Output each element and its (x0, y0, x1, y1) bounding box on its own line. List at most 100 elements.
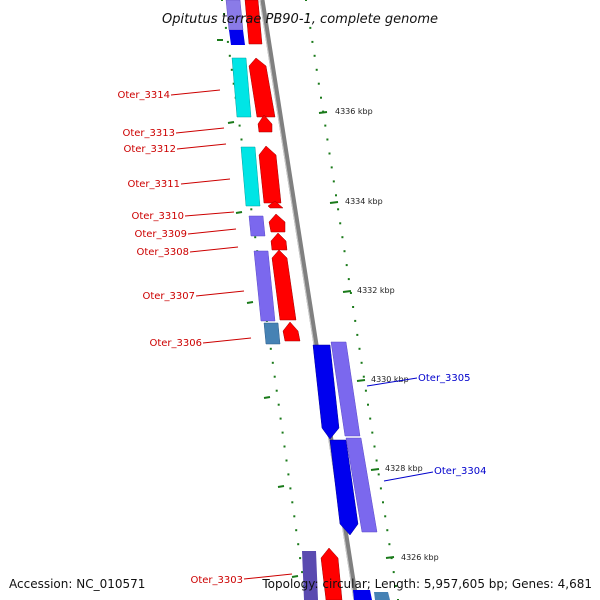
gene-label-oter-3304[interactable]: Oter_3304 (434, 466, 487, 477)
inner-track-dot (275, 389, 278, 392)
gene-label-oter-3313[interactable]: Oter_3313 (122, 128, 175, 139)
outer-track-dot (326, 138, 329, 141)
inner-track-dot (285, 459, 288, 462)
kbp-label-4332: 4332 kbp (357, 286, 395, 295)
gene-label-oter-3309[interactable]: Oter_3309 (134, 229, 187, 240)
outer-track-dot (339, 222, 342, 225)
map-title: Opitutus terrae PB90-1, complete genome (162, 12, 438, 27)
outer-track-dot (352, 306, 355, 308)
outer-track-dot (386, 529, 389, 532)
outer-track-dot (332, 180, 335, 183)
outer-track-dot (324, 124, 327, 127)
inner-track-dot (228, 54, 231, 57)
outer-track-dot (347, 278, 350, 281)
feature-top-blue[interactable] (229, 30, 245, 45)
outer-track-dot (358, 347, 361, 350)
outer-track-dot (356, 333, 359, 336)
inner-track-dot (279, 417, 282, 420)
inner-track-dot (297, 543, 300, 546)
outer-track-dot (345, 264, 348, 267)
gene-label-oter-3306[interactable]: Oter_3306 (149, 338, 202, 349)
outer-track-dot (388, 543, 391, 546)
gene-label-oter-3312[interactable]: Oter_3312 (123, 144, 176, 155)
kbp-scale: 4336 kbp 4334 kbp 4332 kbp 4330 kbp 4328… (318, 107, 439, 562)
inner-track-dot (269, 347, 272, 350)
cds-oter-3310[interactable] (267, 200, 284, 209)
left-gene-labels: Oter_3314 Oter_3313 Oter_3312 Oter_3311 … (117, 89, 293, 586)
gene-label-oter-3308[interactable]: Oter_3308 (136, 247, 189, 258)
gene-label-oter-3311[interactable]: Oter_3311 (127, 179, 180, 190)
feature-cyan-1[interactable] (231, 57, 252, 118)
feature-purple-2[interactable] (253, 250, 276, 322)
cds-oter-3303[interactable] (320, 547, 343, 600)
inner-track-dot (230, 68, 233, 71)
cds-oter-3315[interactable] (244, 0, 263, 45)
outer-track-dot (384, 515, 387, 518)
outer-track-dot (362, 375, 365, 378)
outer-track-dot (379, 487, 382, 490)
inner-track-dot (226, 40, 229, 43)
feature-purple-right-1[interactable] (330, 341, 361, 437)
cds-oter-3305[interactable] (312, 344, 340, 440)
outer-track-dot (315, 68, 318, 71)
feature-steel-right[interactable] (374, 592, 390, 600)
inner-track-dot (299, 557, 302, 560)
inner-track-dot (240, 138, 243, 141)
outer-track-dot (373, 445, 376, 448)
topology-text: Topology: circular; Length: 5,957,605 bp… (262, 577, 592, 591)
feature-steel-1[interactable] (263, 322, 281, 345)
cds-oter-3313[interactable] (257, 114, 273, 133)
inner-track-dot (232, 82, 235, 85)
cds-oter-3304[interactable] (329, 439, 359, 536)
kbp-label-4326: 4326 kbp (401, 553, 439, 562)
inner-minor-ticks (217, 39, 299, 578)
cds-oter-3312[interactable] (258, 145, 282, 204)
inner-track-dot (301, 571, 304, 574)
outer-track-dot (313, 54, 316, 57)
gene-label-oter-3314[interactable]: Oter_3314 (117, 90, 170, 101)
kbp-tick-4332 (342, 290, 352, 293)
gene-label-oter-3303[interactable]: Oter_3303 (190, 575, 243, 586)
inner-track-dot (291, 501, 294, 504)
feature-purple-1[interactable] (248, 215, 266, 237)
kbp-label-4330: 4330 kbp (371, 375, 409, 384)
cds-oter-3308[interactable] (270, 232, 288, 251)
cds-oter-3307[interactable] (271, 249, 297, 321)
outer-track-dot (341, 236, 344, 239)
gene-label-oter-3305[interactable]: Oter_3305 (418, 373, 471, 384)
outer-track-dot (343, 250, 346, 253)
outer-track-dot (330, 166, 333, 169)
outer-track-dot (371, 431, 374, 434)
right-gene-labels: Oter_3305 Oter_3304 (366, 373, 487, 482)
inner-track-dot (287, 473, 290, 476)
inner-track-dot (281, 431, 284, 434)
inner-track-dot (271, 361, 274, 364)
gene-label-oter-3307[interactable]: Oter_3307 (142, 291, 195, 302)
inner-track-dot (283, 445, 286, 448)
kbp-tick-4334 (329, 201, 339, 204)
outer-track-dot (305, 0, 307, 1)
outer-track-dot (311, 40, 314, 43)
outer-track-dot (335, 194, 337, 197)
kbp-tick-4328 (370, 468, 380, 471)
feature-purple-3[interactable] (302, 551, 318, 600)
feature-cyan-2[interactable] (240, 146, 261, 207)
kbp-label-4334: 4334 kbp (345, 197, 383, 206)
gene-label-oter-3310[interactable]: Oter_3310 (131, 211, 184, 222)
inner-track-dot (289, 487, 292, 490)
outer-track-dot (328, 152, 331, 155)
cds-oter-3314[interactable] (248, 57, 276, 118)
kbp-tick-4330 (356, 379, 366, 382)
cds-bottom-blue[interactable] (353, 590, 372, 600)
outer-track-dot (392, 571, 395, 574)
inner-track-dot (277, 403, 280, 406)
outer-track-dot (320, 96, 322, 99)
cds-oter-3309[interactable] (268, 213, 286, 233)
outer-track-dot (360, 361, 363, 364)
outer-track-dot (367, 403, 369, 406)
outer-track-dot (369, 417, 372, 420)
cds-oter-3306[interactable] (282, 321, 301, 342)
feature-purple-right-2[interactable] (345, 437, 378, 533)
outer-track-dot (317, 82, 320, 85)
outer-track-dot (337, 208, 340, 211)
